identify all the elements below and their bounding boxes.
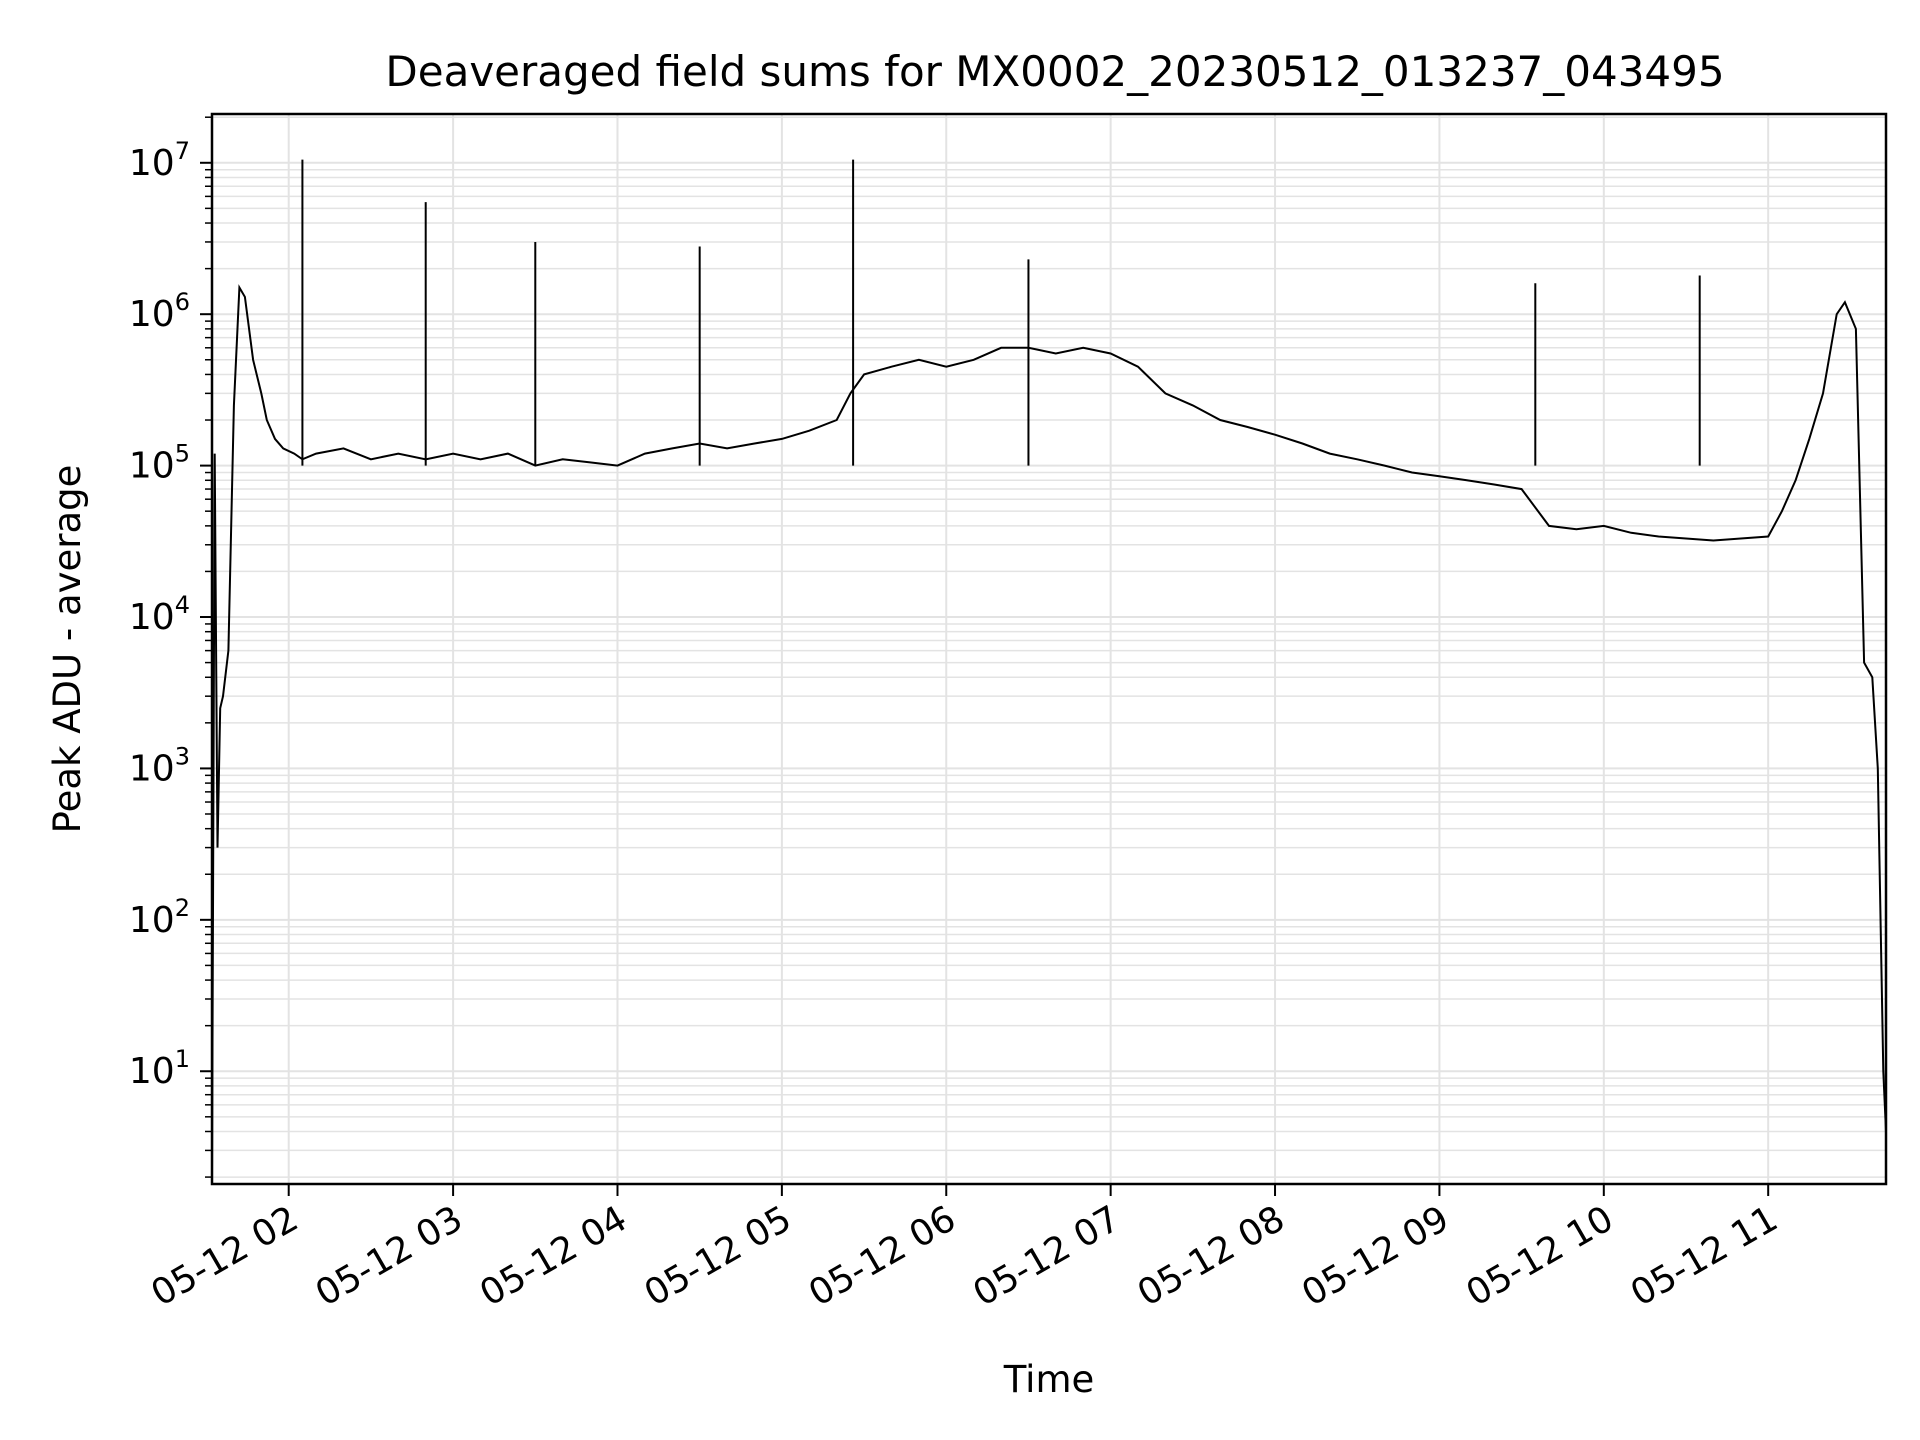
plot-frame <box>210 112 1888 1186</box>
y-tick-label: 103 <box>129 742 190 789</box>
y-tick-label: 102 <box>129 894 190 941</box>
y-tick-label: 104 <box>129 591 190 638</box>
series-layer <box>212 159 1886 1178</box>
y-tick-label: 105 <box>129 440 190 487</box>
chart-title: Deaveraged field sums for MX0002_2023051… <box>385 47 1724 96</box>
plot-area <box>212 159 1886 1178</box>
series-line <box>212 284 1886 1178</box>
x-axis-label: Time <box>1003 1358 1095 1401</box>
y-tick-label: 107 <box>129 137 190 184</box>
y-axis-label: Peak ADU - average <box>46 465 89 834</box>
y-tick-label: 101 <box>129 1045 190 1092</box>
y-axis: 101 102 103 104 105 106 107 <box>129 116 212 1178</box>
y-tick-label: 106 <box>129 288 190 335</box>
